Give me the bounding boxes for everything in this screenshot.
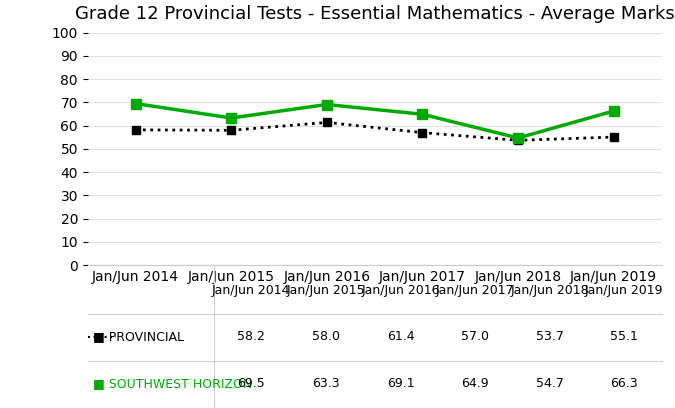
- Line: PROVINCIAL: PROVINCIAL: [132, 118, 618, 144]
- Text: 57.0: 57.0: [461, 330, 489, 343]
- SOUTHWEST HORIZON: [514, 135, 522, 140]
- SOUTHWEST HORIZON: [418, 112, 427, 117]
- Text: ■ PROVINCIAL: ■ PROVINCIAL: [93, 330, 184, 343]
- Text: Jan/Jun 2014: Jan/Jun 2014: [212, 284, 290, 297]
- SOUTHWEST HORIZON: [227, 115, 235, 120]
- PROVINCIAL: [514, 138, 522, 143]
- Text: Jan/Jun 2018: Jan/Jun 2018: [510, 284, 589, 297]
- Text: 55.1: 55.1: [610, 330, 638, 343]
- Text: 69.5: 69.5: [238, 377, 265, 390]
- PROVINCIAL: [132, 127, 140, 132]
- Line: SOUTHWEST HORIZON: SOUTHWEST HORIZON: [131, 99, 618, 143]
- PROVINCIAL: [610, 135, 618, 140]
- SOUTHWEST HORIZON: [323, 102, 331, 107]
- Text: Jan/Jun 2016: Jan/Jun 2016: [361, 284, 439, 297]
- Text: 54.7: 54.7: [536, 377, 564, 390]
- Text: 69.1: 69.1: [387, 377, 414, 390]
- Text: 58.2: 58.2: [238, 330, 265, 343]
- Text: 53.7: 53.7: [536, 330, 564, 343]
- Text: 61.4: 61.4: [387, 330, 414, 343]
- Text: 66.3: 66.3: [610, 377, 638, 390]
- Text: Jan/Jun 2015: Jan/Jun 2015: [287, 284, 365, 297]
- Text: 58.0: 58.0: [312, 330, 340, 343]
- SOUTHWEST HORIZON: [132, 101, 140, 106]
- Text: 64.9: 64.9: [461, 377, 489, 390]
- PROVINCIAL: [323, 120, 331, 125]
- Text: ■ SOUTHWEST HORIZON: ■ SOUTHWEST HORIZON: [93, 377, 252, 390]
- Text: Jan/Jun 2019: Jan/Jun 2019: [585, 284, 664, 297]
- PROVINCIAL: [418, 130, 427, 135]
- SOUTHWEST HORIZON: [610, 109, 618, 113]
- Title: Grade 12 Provincial Tests - Essential Mathematics - Average Marks: Grade 12 Provincial Tests - Essential Ma…: [75, 5, 674, 23]
- Text: Jan/Jun 2017: Jan/Jun 2017: [436, 284, 514, 297]
- Text: 63.3: 63.3: [312, 377, 340, 390]
- PROVINCIAL: [227, 128, 235, 133]
